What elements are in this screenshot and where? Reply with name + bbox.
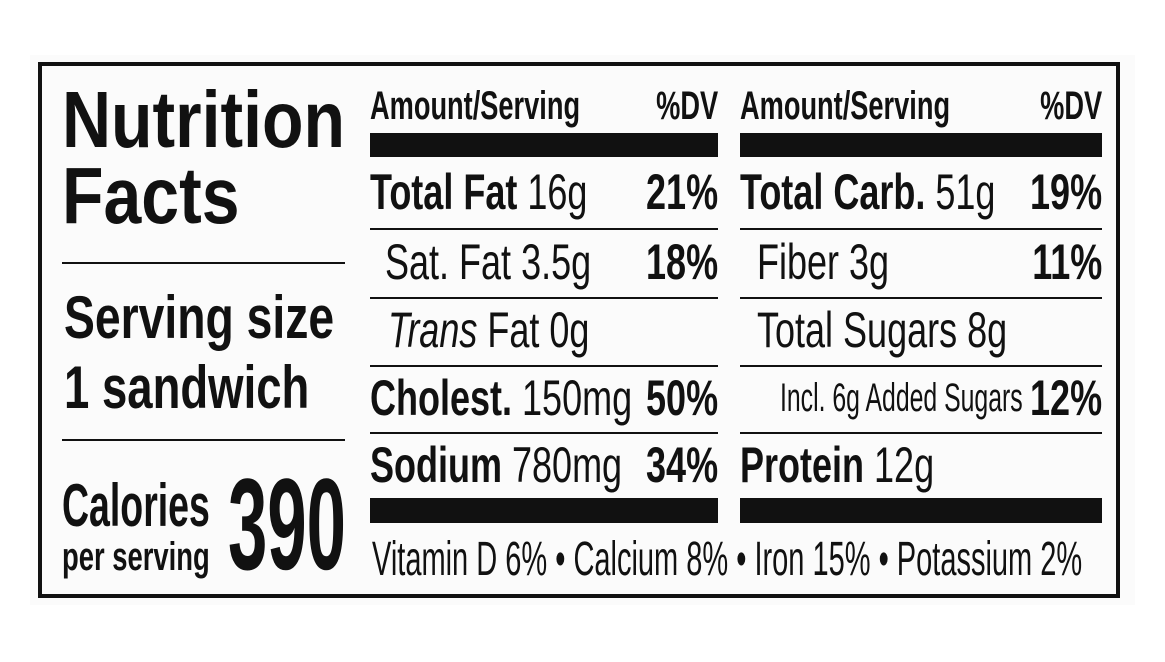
nutrient-name: Fat: [487, 302, 540, 358]
nutrient-amount: 0g: [549, 302, 590, 358]
row-divider: [370, 297, 718, 299]
label-border: [38, 62, 1120, 598]
daily-value: 19%: [1029, 164, 1102, 220]
nutrient-amount: 12g: [874, 437, 935, 493]
row-divider: [370, 432, 718, 434]
calories-sublabel: per serving: [62, 535, 210, 579]
nutrient-name: Fiber: [757, 234, 840, 290]
nutrient-amount: 8g: [967, 302, 1008, 358]
header-amount: Amount/Serving: [740, 84, 951, 128]
nutrient-name: Sodium: [370, 437, 502, 493]
heavy-bar: [370, 498, 718, 523]
daily-value: 12%: [1029, 370, 1102, 426]
row-divider: [740, 228, 1102, 230]
row-divider: [370, 228, 718, 230]
row-divider: [740, 365, 1102, 367]
heavy-bar: [740, 498, 1102, 523]
row-divider: [370, 365, 718, 367]
calories-value: 390: [228, 451, 346, 597]
nutrient-row: Incl. 6g Added Sugars: [780, 368, 1023, 428]
header-dv: %DV: [1040, 84, 1102, 128]
vitamins: Vitamin D 6% • Calcium 8% • Iron 15% • P…: [372, 533, 1083, 586]
serving-value: 1 sandwich: [64, 354, 310, 421]
nutrient-name: Total Sugars: [757, 302, 958, 358]
nutrient-row: Total Sugars 8g: [757, 300, 1007, 360]
nutrient-row: Sodium 780mg: [370, 435, 622, 495]
nutrient-row: Cholest. 150mg: [370, 368, 632, 428]
daily-value: 50%: [645, 370, 718, 426]
nutrient-row: Trans Fat 0g: [388, 300, 589, 360]
header-dv: %DV: [656, 84, 718, 128]
calories-label: Calories: [62, 472, 210, 539]
heavy-bar: [370, 133, 718, 157]
nutrient-amount: 16g: [527, 164, 588, 220]
nutrient-row: Protein 12g: [740, 435, 934, 495]
nutrient-row: Fiber 3g: [757, 232, 889, 292]
serving-label: Serving size: [64, 284, 335, 351]
heavy-bar: [740, 133, 1102, 157]
nutrient-row: Total Carb. 51g: [740, 162, 995, 222]
divider: [62, 439, 345, 441]
nutrient-amount: 3g: [849, 234, 890, 290]
daily-value: 18%: [645, 234, 718, 290]
nutrient-name: Total Fat: [370, 164, 518, 220]
nutrient-name: Total Carb.: [740, 164, 926, 220]
nutrient-row: Total Fat 16g: [370, 162, 587, 222]
daily-value: 34%: [645, 437, 718, 493]
divider: [62, 262, 345, 264]
nutrient-amount: 150mg: [522, 370, 633, 426]
header-amount: Amount/Serving: [370, 84, 581, 128]
nutrient-prefix: Trans: [388, 302, 478, 358]
nutrient-name: Cholest.: [370, 370, 513, 426]
daily-value: 11%: [1031, 234, 1102, 290]
row-divider: [740, 297, 1102, 299]
nutrient-name: Incl. 6g Added Sugars: [780, 376, 1023, 420]
nutrient-amount: 51g: [935, 164, 996, 220]
nutrient-row: Sat. Fat 3.5g: [385, 232, 591, 292]
nutrient-name: Protein: [740, 437, 865, 493]
nutrient-name: Sat. Fat: [385, 234, 512, 290]
daily-value: 21%: [645, 164, 718, 220]
nutrient-amount: 3.5g: [521, 234, 592, 290]
row-divider: [740, 432, 1102, 434]
nutrient-amount: 780mg: [512, 437, 623, 493]
title: Nutrition Facts: [62, 75, 345, 240]
